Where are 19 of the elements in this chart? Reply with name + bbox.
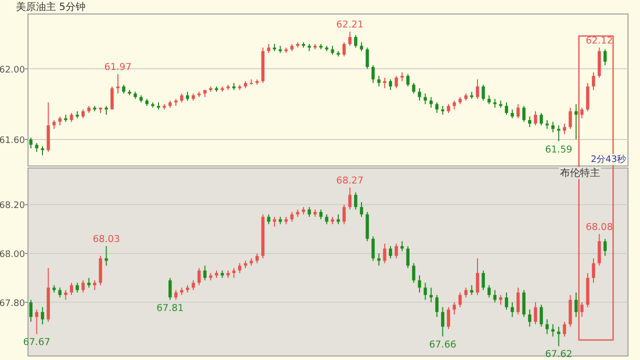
- annotation: 67.81: [156, 302, 184, 314]
- annotation: 62.12: [586, 36, 613, 47]
- ytick: 62.00: [0, 65, 25, 76]
- ytick: 68.00: [0, 250, 25, 260]
- annotation: 67.62: [545, 349, 572, 360]
- ytick: 67.80: [0, 298, 25, 309]
- annotation: 68.03: [92, 234, 120, 246]
- annotation: 62.21: [336, 20, 364, 31]
- annotation: 68.27: [336, 176, 364, 187]
- annotation: 68.08: [586, 222, 613, 233]
- annotation: 2分43秒: [590, 155, 626, 165]
- ytick: 68.20: [0, 201, 25, 212]
- annotation: 67.66: [429, 339, 456, 350]
- ytick: 61.60: [0, 136, 25, 146]
- annotation: 61.59: [545, 144, 572, 156]
- annotation: 61.97: [104, 62, 132, 74]
- title: 布伦特主: [560, 168, 600, 179]
- title: 美原油主 5分钟: [16, 2, 86, 13]
- annotation: 67.67: [23, 337, 50, 348]
